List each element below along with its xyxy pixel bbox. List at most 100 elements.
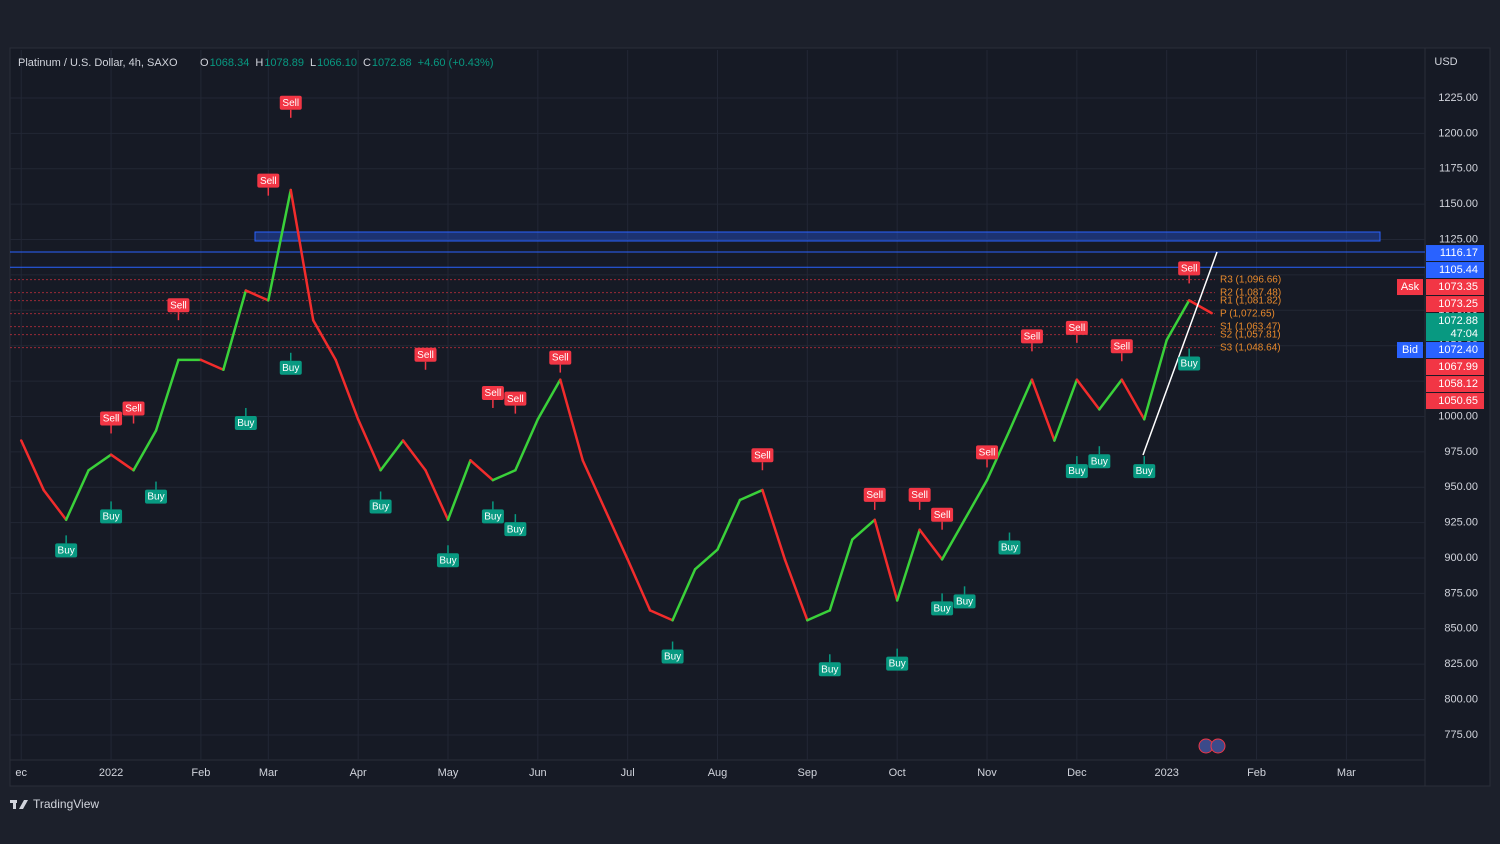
sell-signal: Sell xyxy=(279,95,302,118)
price-segment xyxy=(1098,378,1124,411)
buy-signal: Buy xyxy=(481,501,504,524)
ohlc-value: 1068.34 xyxy=(210,57,250,69)
sell-signal: Sell xyxy=(1110,339,1133,362)
y-tick-label: 1225.00 xyxy=(1438,92,1478,104)
x-tick-label: Aug xyxy=(708,767,728,779)
price-tag-label: 1050.65 xyxy=(1438,395,1478,407)
signal-marker xyxy=(167,298,190,313)
x-tick-label: Mar xyxy=(259,767,278,779)
signal-marker xyxy=(369,499,392,514)
tag-box xyxy=(1397,279,1423,296)
signal-label: Sell xyxy=(1024,331,1041,342)
signal-label: Sell xyxy=(911,490,928,501)
buy-signal: Buy xyxy=(661,641,684,664)
price-segment xyxy=(469,459,495,482)
price-segment xyxy=(64,469,90,522)
x-tick-label: Mar xyxy=(1337,767,1356,779)
price-tag-label: 1116.17 xyxy=(1440,247,1478,259)
signal-marker xyxy=(504,391,527,406)
sell-signal: Sell xyxy=(1178,261,1201,284)
price-tag xyxy=(1426,262,1484,279)
ohlc-legend: O 1068.34 H 1078.89 L 1066.10 C 1072.88 +4.60 (+… xyxy=(200,57,494,69)
price-tag-label: 1058.12 xyxy=(1438,378,1478,390)
price-tag xyxy=(1426,313,1484,342)
signal-marker xyxy=(414,347,437,362)
price-segment xyxy=(761,488,787,561)
signal-marker xyxy=(100,509,123,524)
buy-signal: Buy xyxy=(1133,456,1156,479)
signal-label: Sell xyxy=(979,448,996,459)
sell-signal: Sell xyxy=(549,350,572,373)
sell-signal: Sell xyxy=(931,507,954,530)
x-tick-label: May xyxy=(438,767,459,779)
price-segment xyxy=(581,459,607,512)
buy-signal: Buy xyxy=(279,352,302,375)
y-tick-label: 1125.00 xyxy=(1439,233,1478,245)
signal-label: Sell xyxy=(866,490,883,501)
price-segment xyxy=(851,518,876,541)
price-segment xyxy=(199,358,225,372)
y-tick-label: 900.00 xyxy=(1444,552,1478,564)
signal-label: Sell xyxy=(552,353,569,364)
price-segment xyxy=(626,558,652,612)
ohlc-value: 1078.89 xyxy=(264,57,304,69)
x-tick-label: 2022 xyxy=(99,767,123,779)
trend-line xyxy=(1142,251,1218,456)
buy-signal: Buy xyxy=(998,532,1021,555)
logo-part xyxy=(13,800,16,809)
y-tick-label: 850.00 xyxy=(1444,623,1478,635)
x-tick-label: Dec xyxy=(1067,767,1087,779)
y-tick-label: 925.00 xyxy=(1444,517,1478,529)
signal-label: Sell xyxy=(417,350,434,361)
plot xyxy=(10,188,1425,622)
currency: USD xyxy=(1434,56,1457,68)
signal-marker xyxy=(481,509,504,524)
price-segment xyxy=(109,453,135,472)
x-tick-label: Jul xyxy=(621,767,635,779)
price-segment xyxy=(1165,299,1191,342)
price-segment xyxy=(738,488,764,502)
price-segment xyxy=(1120,378,1146,421)
price-tag xyxy=(1426,279,1484,296)
sell-signal: Sell xyxy=(504,391,527,414)
signal-marker xyxy=(549,350,572,365)
price-tag xyxy=(1426,245,1484,262)
signal-marker xyxy=(751,448,774,463)
signal-marker xyxy=(998,540,1021,555)
x-tick-label: Sep xyxy=(798,767,818,779)
x-tick-label: Oct xyxy=(889,767,906,779)
x-tick-label: Feb xyxy=(191,767,210,779)
price-segment xyxy=(671,568,697,622)
sell-signal: Sell xyxy=(257,173,280,196)
signal-label: Buy xyxy=(282,363,299,374)
signal-marker xyxy=(1020,329,1043,344)
signal-label: Sell xyxy=(1069,323,1086,334)
signal-label: Sell xyxy=(934,510,951,521)
countdown: 47:04 xyxy=(1450,328,1478,340)
price-tag-label: 1105.44 xyxy=(1439,264,1478,276)
price-segment xyxy=(828,538,854,612)
x-tick-label: Feb xyxy=(1247,767,1266,779)
tag-box xyxy=(1397,342,1423,359)
flag-icon xyxy=(1210,738,1226,754)
pivot-label: S1 (1,063.47) xyxy=(1220,321,1281,332)
ohlc-value: 1066.10 xyxy=(317,57,357,69)
price-segment xyxy=(873,518,899,602)
signal-marker xyxy=(257,173,280,188)
price-segment xyxy=(716,498,742,551)
y-tick-label: 1000.00 xyxy=(1438,410,1478,422)
price-segment xyxy=(446,459,472,522)
signal-marker xyxy=(863,487,886,502)
price-segment xyxy=(963,478,989,522)
price-segment xyxy=(42,488,68,522)
buy-signal: Buy xyxy=(55,535,78,558)
price-segment xyxy=(1030,378,1056,442)
price-segment xyxy=(289,188,315,322)
price-tag xyxy=(1426,393,1484,410)
events-icon xyxy=(1198,738,1226,754)
price-tag xyxy=(1426,359,1484,376)
signal-label: Buy xyxy=(484,512,501,523)
chart-title: Platinum / U.S. Dollar, 4h, SAXO xyxy=(18,57,178,69)
